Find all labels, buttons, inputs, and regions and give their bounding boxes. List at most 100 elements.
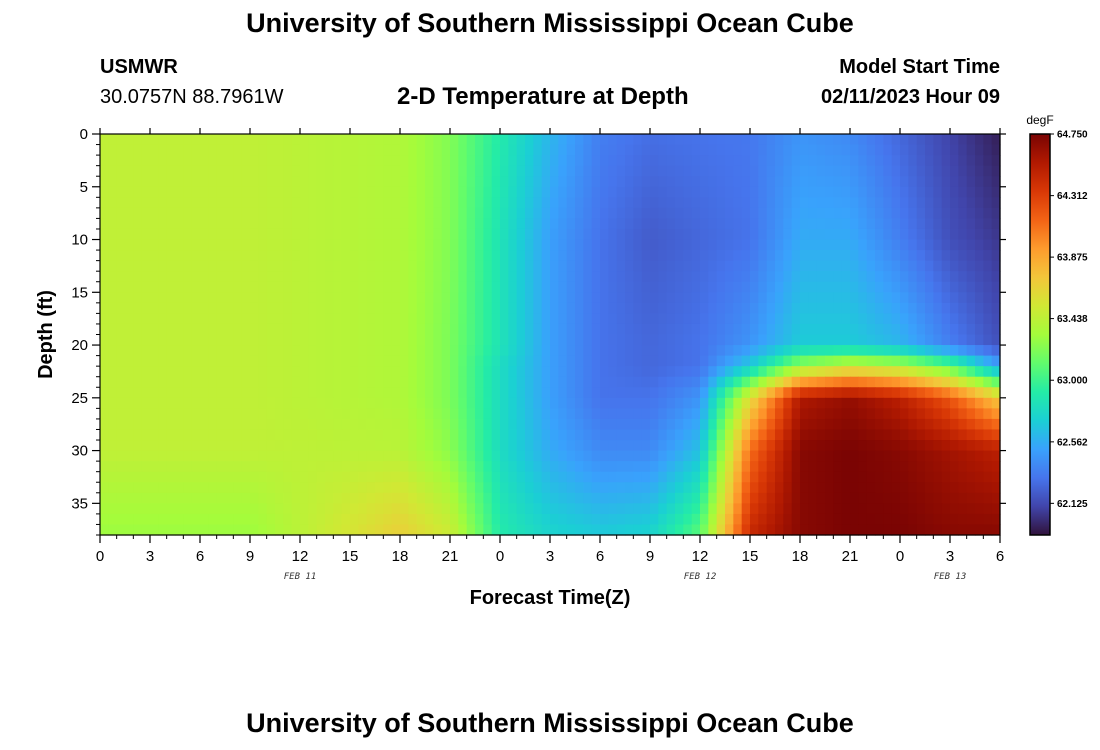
- heatmap-cell: [658, 260, 668, 272]
- heatmap-cell: [866, 471, 876, 483]
- heatmap-cell: [216, 144, 226, 156]
- heatmap-cell: [900, 218, 909, 230]
- heatmap-cell: [600, 376, 609, 388]
- heatmap-cell: [208, 239, 218, 251]
- heatmap-cell: [683, 134, 693, 146]
- heatmap-cell: [475, 418, 484, 431]
- heatmap-cell: [383, 429, 393, 441]
- heatmap-cell: [600, 513, 609, 526]
- heatmap-cell: [108, 482, 118, 494]
- heatmap-cell: [141, 323, 151, 336]
- heatmap-cell: [533, 461, 543, 473]
- heatmap-cell: [841, 366, 851, 378]
- heatmap-cell: [833, 440, 843, 452]
- heatmap-cell: [508, 228, 518, 241]
- heatmap-cell: [150, 471, 159, 483]
- heatmap-cell: [750, 197, 759, 209]
- heatmap-cell: [241, 503, 251, 515]
- heatmap-cell: [250, 302, 259, 314]
- heatmap-cell: [691, 176, 701, 188]
- heatmap-cell: [333, 144, 343, 156]
- heatmap-cell: [583, 313, 593, 325]
- heatmap-cell: [341, 292, 351, 304]
- heatmap-cell: [891, 302, 901, 314]
- heatmap-cell: [525, 165, 534, 177]
- heatmap-cell: [575, 471, 584, 483]
- heatmap-cell: [583, 281, 593, 293]
- heatmap-cell: [550, 302, 559, 314]
- heatmap-cell: [316, 345, 326, 357]
- heatmap-cell: [208, 313, 218, 325]
- heatmap-cell: [575, 165, 584, 177]
- heatmap-cell: [391, 165, 401, 177]
- heatmap-cell: [841, 524, 851, 536]
- heatmap-cell: [408, 471, 418, 483]
- heatmap-cell: [825, 345, 834, 357]
- heatmap-cell: [616, 144, 626, 156]
- heatmap-cell: [566, 176, 576, 188]
- heatmap-cell: [283, 186, 293, 198]
- heatmap-cell: [458, 260, 468, 272]
- heatmap-cell: [266, 323, 276, 336]
- heatmap-cell: [200, 345, 209, 357]
- heatmap-cell: [541, 482, 551, 494]
- heatmap-cell: [433, 471, 443, 483]
- heatmap-cell: [975, 482, 984, 494]
- heatmap-cell: [600, 503, 609, 515]
- heatmap-cell: [491, 450, 501, 462]
- heatmap-cell: [150, 345, 159, 357]
- heatmap-cell: [216, 429, 226, 441]
- heatmap-cell: [683, 334, 693, 346]
- colorbar-unit: degF: [1026, 113, 1053, 127]
- heatmap-cell: [258, 250, 268, 262]
- heatmap-cell: [216, 418, 226, 431]
- heatmap-cell: [508, 239, 518, 251]
- heatmap-cell: [366, 281, 376, 293]
- heatmap-cell: [100, 155, 109, 167]
- heatmap-cell: [700, 418, 709, 431]
- heatmap-cell: [716, 345, 726, 357]
- heatmap-cell: [408, 440, 418, 452]
- heatmap-cell: [900, 271, 909, 283]
- heatmap-cell: [900, 524, 909, 536]
- heatmap-cell: [700, 165, 709, 177]
- heatmap-cell: [325, 440, 334, 452]
- heatmap-cell: [108, 429, 118, 441]
- heatmap-cell: [183, 440, 193, 452]
- heatmap-cell: [641, 482, 651, 494]
- heatmap-cell: [133, 134, 143, 146]
- heatmap-cell: [800, 345, 809, 357]
- heatmap-cell: [766, 355, 776, 367]
- heatmap-cell: [191, 207, 201, 220]
- heatmap-cell: [733, 239, 743, 251]
- heatmap-cell: [941, 376, 951, 388]
- heatmap-cell: [825, 271, 834, 283]
- heatmap-cell: [458, 313, 468, 325]
- x-tick-label: 12: [292, 548, 309, 565]
- heatmap-cell: [133, 461, 143, 473]
- heatmap-cell: [925, 250, 934, 262]
- heatmap-cell: [566, 440, 576, 452]
- heatmap-cell: [725, 228, 734, 241]
- heatmap-cell: [466, 450, 476, 462]
- heatmap-cell: [758, 197, 768, 209]
- heatmap-cell: [725, 281, 734, 293]
- heatmap-cell: [275, 207, 284, 220]
- heatmap-cell: [908, 408, 918, 420]
- heatmap-cell: [625, 387, 634, 399]
- heatmap-cell: [950, 323, 959, 336]
- heatmap-cell: [275, 461, 284, 473]
- heatmap-cell: [283, 524, 293, 536]
- heatmap-cell: [225, 524, 234, 536]
- heatmap-cell: [458, 376, 468, 388]
- heatmap-cell: [983, 387, 993, 399]
- heatmap-cell: [658, 292, 668, 304]
- heatmap-cell: [458, 186, 468, 198]
- heatmap-cell: [191, 366, 201, 378]
- heatmap-cell: [408, 461, 418, 473]
- heatmap-cell: [708, 228, 718, 241]
- heatmap-cell: [400, 239, 409, 251]
- heatmap-cell: [233, 461, 243, 473]
- heatmap-cell: [383, 302, 393, 314]
- heatmap-cell: [275, 345, 284, 357]
